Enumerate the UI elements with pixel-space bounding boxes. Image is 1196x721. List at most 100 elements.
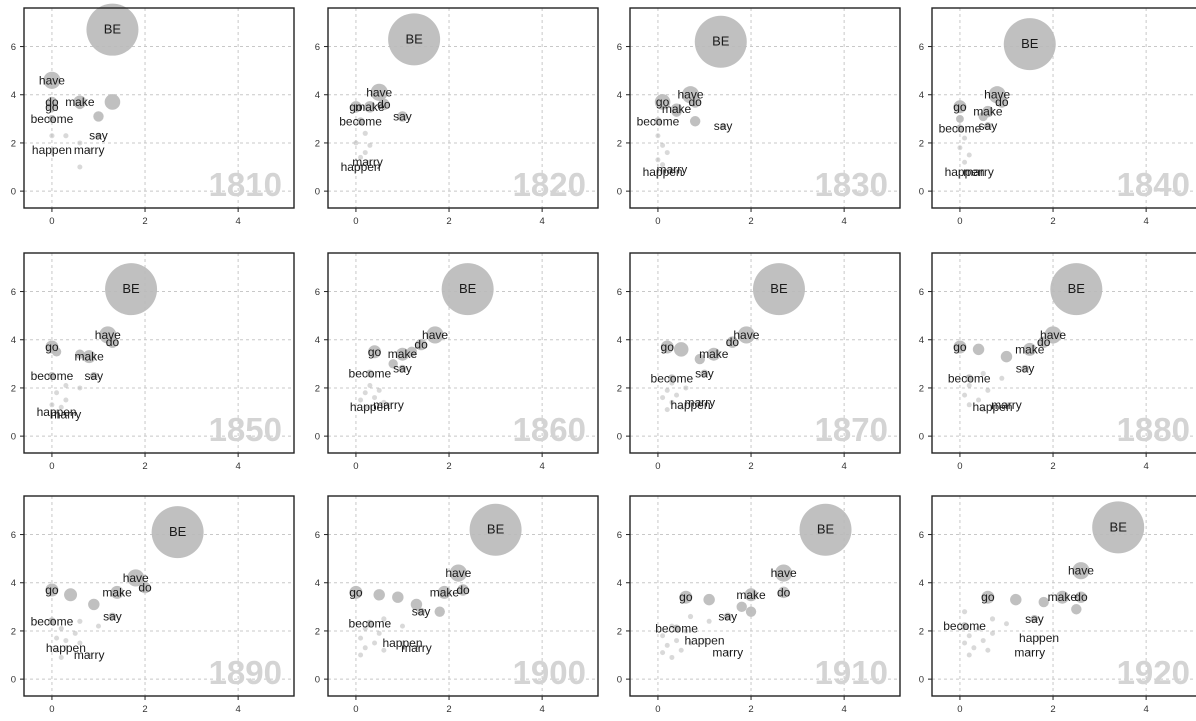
- bubble: [678, 647, 684, 653]
- bubble: [660, 650, 666, 656]
- x-tick-label: 2: [1050, 216, 1055, 227]
- bubble-go: [350, 101, 362, 113]
- bubble: [410, 598, 423, 611]
- bubble-go: [46, 101, 58, 112]
- y-tick-label: 0: [315, 432, 320, 443]
- bubble: [669, 654, 675, 660]
- bubble: [664, 407, 670, 413]
- bubble-marry: [86, 652, 92, 658]
- bubble-label-have: have: [678, 88, 704, 102]
- bubble: [683, 385, 689, 391]
- bubble: [655, 133, 661, 139]
- bubble-label-become: become: [939, 121, 982, 135]
- bubble-do: [457, 584, 469, 596]
- bubble-label-do: do: [1037, 335, 1051, 349]
- x-tick-label: 4: [841, 704, 846, 715]
- x-tick-label: 4: [841, 461, 846, 472]
- bubble: [63, 397, 69, 403]
- x-tick-label: 0: [49, 461, 54, 472]
- x-tick-label: 4: [841, 216, 846, 227]
- bubble: [655, 157, 661, 163]
- bubble-label-become: become: [31, 112, 74, 126]
- bubble: [956, 114, 964, 123]
- bubble: [367, 383, 373, 389]
- bubble-label-have: have: [422, 328, 448, 342]
- bubble-label-make: make: [973, 105, 1003, 119]
- bubble: [54, 635, 60, 641]
- bubble-become: [667, 374, 676, 383]
- x-tick-label: 4: [235, 704, 240, 715]
- x-tick-label: 0: [49, 216, 54, 227]
- bubble: [88, 598, 100, 611]
- bubble-label-become: become: [651, 371, 694, 385]
- bubble: [372, 640, 378, 646]
- bubble-happen: [962, 169, 968, 175]
- bubble-do: [415, 338, 427, 351]
- bubble-label-make: make: [355, 100, 385, 114]
- bubble: [388, 359, 398, 369]
- plot-area: [328, 496, 598, 696]
- bubble-happen: [660, 169, 666, 175]
- y-tick-label: 4: [315, 335, 320, 346]
- bubble-label-make: make: [75, 350, 105, 364]
- bubble-be: [1003, 18, 1056, 71]
- bubble: [381, 647, 387, 653]
- bubble: [966, 633, 972, 639]
- bubble: [362, 130, 368, 136]
- bubble-happen: [701, 638, 707, 644]
- x-tick-label: 4: [1143, 216, 1148, 227]
- y-tick-label: 4: [11, 335, 16, 346]
- bubble-label-happen: happen: [972, 400, 1012, 414]
- bubble-label-say: say: [84, 369, 103, 383]
- bubble: [1038, 596, 1049, 608]
- y-tick-label: 6: [11, 287, 16, 298]
- bubble: [367, 142, 373, 148]
- x-tick-label: 4: [1143, 704, 1148, 715]
- bubble: [703, 593, 715, 606]
- bubble-become: [356, 117, 365, 126]
- x-tick-label: 0: [655, 216, 660, 227]
- bubble: [980, 638, 986, 644]
- year-label: 1870: [815, 411, 888, 448]
- bubble-label-make: make: [699, 347, 729, 361]
- y-tick-label: 6: [617, 42, 622, 53]
- bubble: [664, 387, 670, 393]
- y-tick-label: 4: [315, 90, 320, 101]
- bubble-do: [378, 98, 390, 111]
- bubble-label-happen: happen: [643, 165, 683, 179]
- bubble-make: [110, 585, 124, 599]
- bubble-have: [1044, 326, 1062, 344]
- bubble: [358, 635, 364, 641]
- bubble: [77, 164, 83, 170]
- x-tick-label: 2: [142, 216, 147, 227]
- year-label: 1810: [209, 166, 282, 203]
- y-tick-label: 4: [11, 90, 16, 101]
- y-tick-label: 0: [11, 187, 16, 198]
- bubble-marry: [697, 399, 703, 405]
- bubble: [77, 385, 83, 391]
- bubble-have: [681, 86, 700, 104]
- bubble: [64, 588, 78, 602]
- bubble-label-marry: marry: [712, 646, 743, 660]
- bubble-label-become: become: [339, 114, 382, 128]
- plot-area: [24, 253, 294, 453]
- bubble-label-have: have: [95, 328, 121, 342]
- bubble-marry: [386, 402, 392, 408]
- y-tick-label: 0: [315, 675, 320, 686]
- bubble: [660, 395, 666, 401]
- bubble: [372, 395, 378, 401]
- bubble-become: [672, 624, 681, 633]
- bubble-say: [983, 122, 992, 130]
- bubble-be: [105, 263, 158, 316]
- bubble-label-marry: marry: [991, 398, 1022, 412]
- x-tick-label: 0: [957, 704, 962, 715]
- bubble-label-marry: marry: [657, 162, 688, 176]
- y-tick-label: 6: [315, 42, 320, 53]
- bubble: [687, 613, 694, 620]
- bubble-label-become: become: [31, 369, 74, 383]
- bubble-label-go: go: [981, 590, 995, 604]
- bubble-have: [127, 569, 145, 587]
- bubble: [63, 133, 69, 139]
